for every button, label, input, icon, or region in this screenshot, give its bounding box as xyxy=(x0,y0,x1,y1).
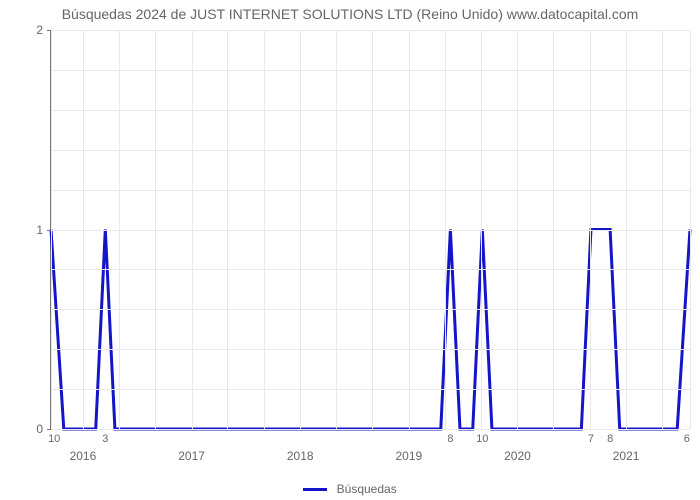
grid-h xyxy=(51,429,690,430)
grid-v xyxy=(300,30,301,429)
grid-v xyxy=(264,30,265,429)
grid-h xyxy=(51,309,690,310)
x-axis-label: 2021 xyxy=(613,429,640,463)
chart-title: Búsquedas 2024 de JUST INTERNET SOLUTION… xyxy=(0,6,700,22)
y-axis-label: 1 xyxy=(36,223,51,237)
grid-h xyxy=(51,349,690,350)
grid-v xyxy=(690,30,691,429)
grid-h xyxy=(51,269,690,270)
grid-v xyxy=(227,30,228,429)
x-axis-label: 2020 xyxy=(504,429,531,463)
grid-h xyxy=(51,389,690,390)
data-point-label: 8 xyxy=(607,429,613,445)
legend-label: Búsquedas xyxy=(337,482,397,496)
x-axis-label: 2017 xyxy=(178,429,205,463)
grid-v xyxy=(372,30,373,429)
data-point-label: 7 xyxy=(588,429,594,445)
grid-v xyxy=(119,30,120,429)
grid-h xyxy=(51,70,690,71)
data-point-label: 10 xyxy=(48,429,60,445)
data-point-label: 8 xyxy=(447,429,453,445)
grid-h xyxy=(51,110,690,111)
grid-v xyxy=(192,30,193,429)
chart-container: Búsquedas 2024 de JUST INTERNET SOLUTION… xyxy=(0,0,700,500)
series-line xyxy=(51,230,690,430)
x-axis-label: 2018 xyxy=(287,429,314,463)
grid-v xyxy=(445,30,446,429)
y-axis-label: 2 xyxy=(36,23,51,37)
x-axis-label: 2016 xyxy=(70,429,97,463)
data-point-label: 6 xyxy=(684,429,690,445)
grid-h xyxy=(51,30,690,31)
plot-area: 012201620172018201920202021103810786 xyxy=(50,30,690,430)
x-axis-label: 2019 xyxy=(395,429,422,463)
data-point-label: 3 xyxy=(102,429,108,445)
grid-v xyxy=(83,30,84,429)
grid-v xyxy=(51,30,52,429)
grid-h xyxy=(51,150,690,151)
data-point-label: 10 xyxy=(476,429,488,445)
grid-h xyxy=(51,230,690,231)
grid-v xyxy=(155,30,156,429)
grid-v xyxy=(626,30,627,429)
grid-h xyxy=(51,190,690,191)
grid-v xyxy=(553,30,554,429)
legend: Búsquedas xyxy=(0,482,700,496)
grid-v xyxy=(409,30,410,429)
grid-v xyxy=(662,30,663,429)
grid-v xyxy=(336,30,337,429)
grid-v xyxy=(517,30,518,429)
legend-swatch xyxy=(303,488,327,491)
grid-v xyxy=(481,30,482,429)
grid-v xyxy=(590,30,591,429)
